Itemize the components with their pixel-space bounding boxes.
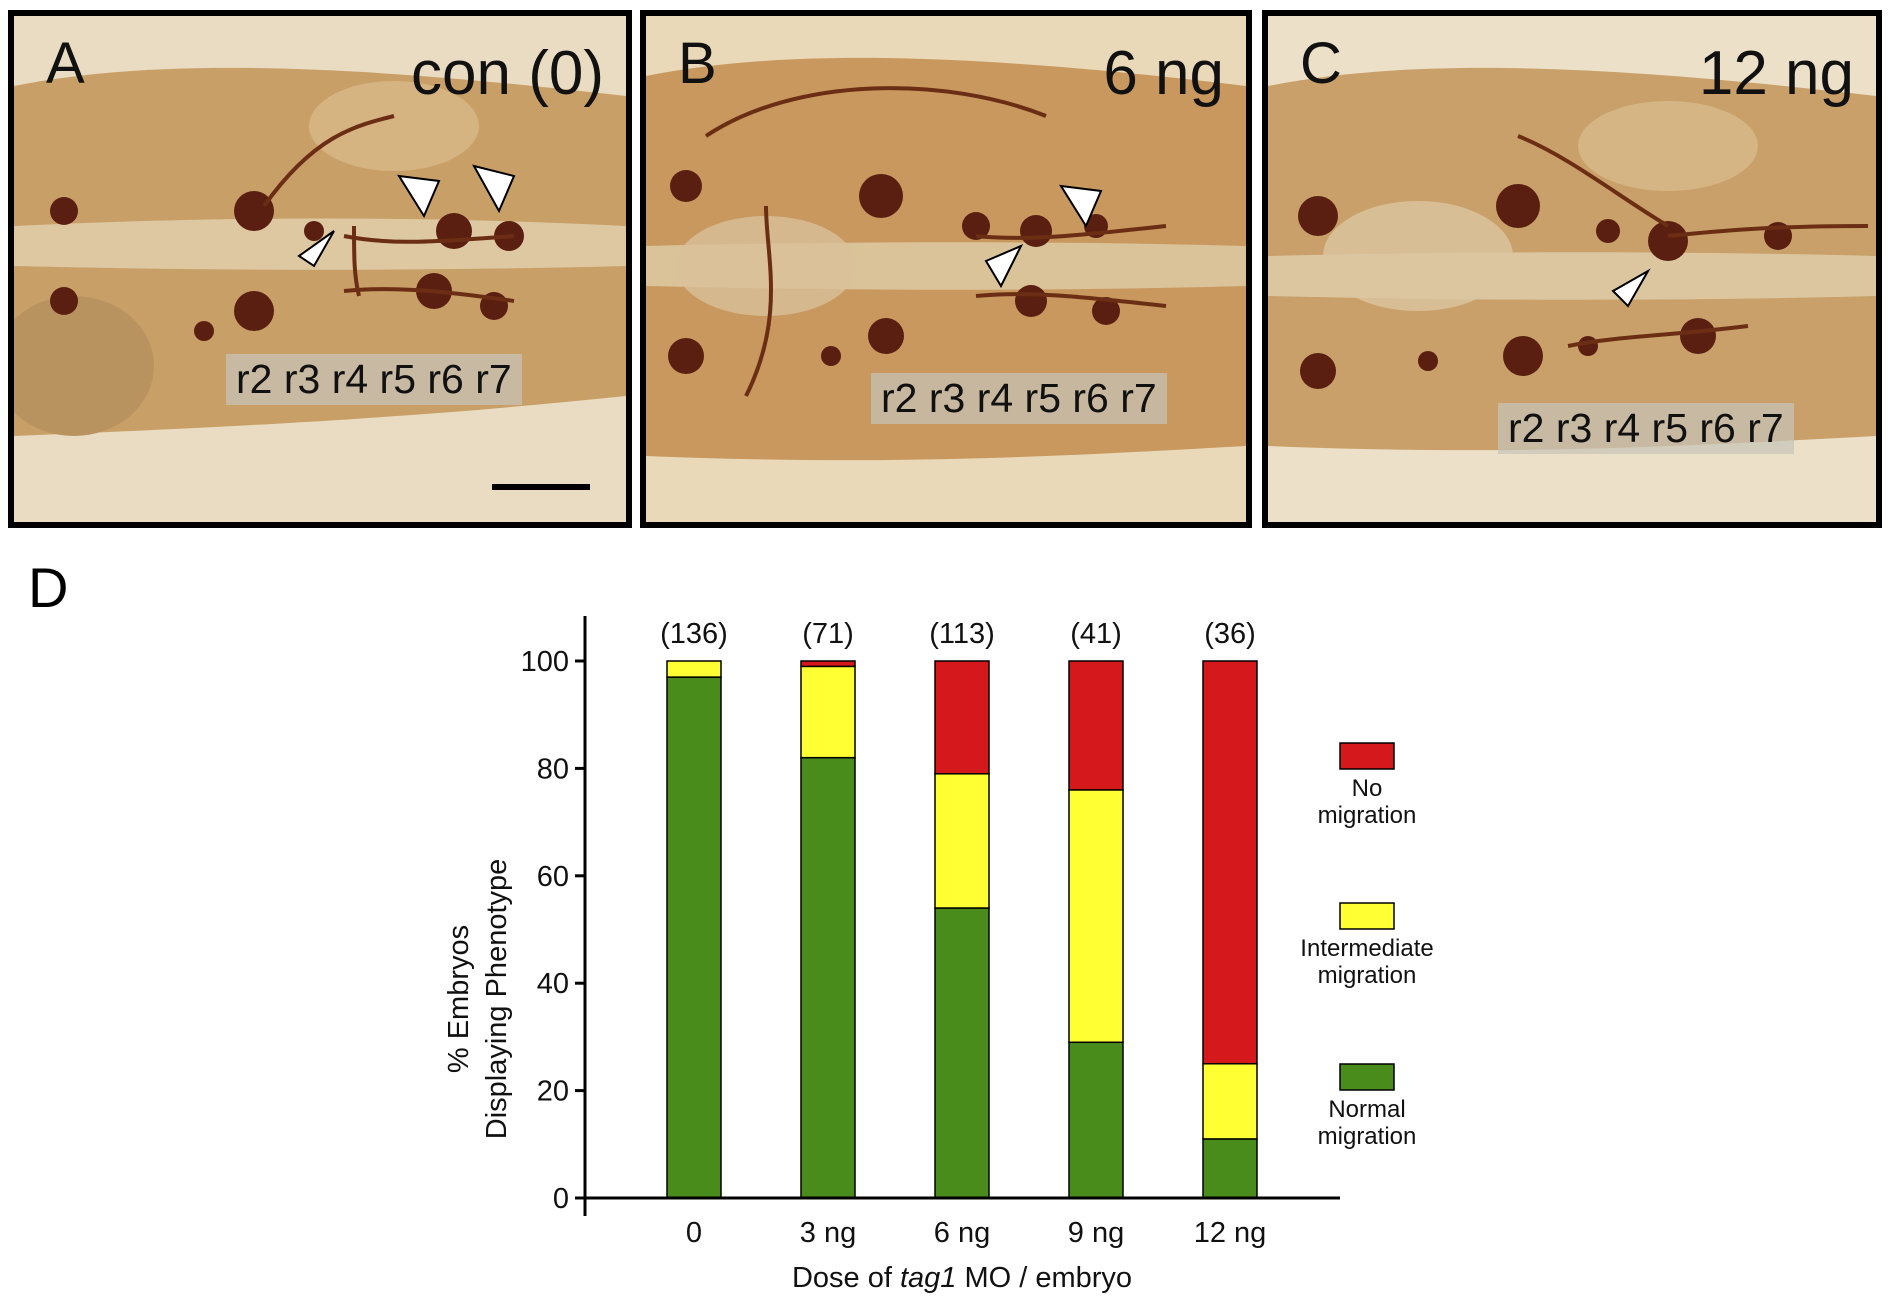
bar-segment-no-migration-4 [1202, 660, 1258, 1065]
panel-dose-label: 6 ng [1103, 39, 1224, 108]
legend-label: migration [1318, 962, 1417, 989]
x-tick-label: 9 ng [1068, 1217, 1124, 1249]
rhombomere-labels: r2 r3 r4 r5 r6 r7 [871, 373, 1167, 424]
y-tick-label: 80 [537, 753, 569, 785]
scale-bar [492, 484, 590, 490]
micrograph-panel-a: A con (0) r2 r3 r4 r5 r6 r7 [8, 10, 632, 528]
micrograph-panel-b: B 6 ng r2 r3 r4 r5 r6 r7 [640, 10, 1252, 528]
bar-count-label: (41) [1070, 618, 1122, 650]
rhombomere-labels: r2 r3 r4 r5 r6 r7 [226, 354, 522, 405]
bar-count-label: (136) [660, 618, 728, 650]
legend-label: No [1352, 775, 1383, 802]
legend-swatch [1339, 1063, 1395, 1091]
bar-segment-normal-migration-4 [1202, 1138, 1258, 1199]
panel-letter: C [1300, 31, 1342, 96]
bar-segment-no-migration-2 [934, 660, 990, 775]
bar-segment-intermediate-migration-1 [800, 665, 856, 759]
stacked-bar-chart: (136) 0 (71) 3 ng (113) 6 ng (41) 9 ng (36) 12 ng… [443, 616, 1434, 1294]
bar-segment-intermediate-migration-3 [1068, 789, 1124, 1044]
panel-letter: B [678, 31, 717, 96]
bar-segment-intermediate-migration-0 [666, 660, 722, 678]
micrograph-image-b [646, 16, 1246, 522]
panel-dose-label: con (0) [411, 39, 604, 108]
legend-label: Intermediate [1300, 935, 1433, 962]
axes-group: 0 20 40 60 80 100 [521, 616, 1340, 1216]
bar-segment-normal-migration-1 [800, 756, 856, 1199]
legend-swatch [1339, 742, 1395, 770]
micrograph-image-c [1268, 16, 1876, 522]
legend-group: NomigrationIntermediatemigrationNormalmi… [1300, 742, 1434, 1150]
bar-segment-intermediate-migration-2 [934, 773, 990, 909]
x-tick-label: 0 [686, 1217, 702, 1249]
legend-label: migration [1318, 1123, 1417, 1150]
bar-segment-normal-migration-3 [1068, 1041, 1124, 1199]
x-axis-label: Dose of tag1 MO / embryo [792, 1262, 1132, 1294]
legend-label: migration [1318, 802, 1417, 829]
panel-letter-d: D [28, 556, 69, 619]
x-tick-label: 12 ng [1194, 1217, 1267, 1249]
y-tick-label: 40 [537, 968, 569, 1000]
x-tick-label: 6 ng [934, 1217, 990, 1249]
y-tick-label: 20 [537, 1076, 569, 1108]
y-tick-label: 0 [553, 1183, 569, 1215]
bar-count-label: (71) [802, 618, 854, 650]
x-axis-label-italic: tag1 [900, 1262, 956, 1294]
rhombomere-labels: r2 r3 r4 r5 r6 r7 [1498, 403, 1794, 454]
bar-segment-intermediate-migration-4 [1202, 1063, 1258, 1140]
micrograph-panel-c: C 12 ng r2 r3 r4 r5 r6 r7 [1262, 10, 1882, 528]
panel-dose-label: 12 ng [1698, 39, 1854, 108]
bar-segment-normal-migration-2 [934, 907, 990, 1199]
bar-count-label: (113) [929, 618, 995, 650]
x-tick-label: 3 ng [800, 1217, 856, 1249]
x-axis-label-suffix: MO / embryo [956, 1262, 1132, 1294]
y-axis-label-line2: Displaying Phenotype [481, 859, 513, 1140]
bar-segment-normal-migration-0 [666, 676, 722, 1199]
y-tick-label: 60 [537, 861, 569, 893]
y-axis-label-line1: % Embryos [443, 925, 475, 1073]
x-axis-label-prefix: Dose of [792, 1262, 900, 1294]
bar-segment-no-migration-3 [1068, 660, 1124, 791]
y-tick-label: 100 [521, 646, 569, 678]
bar-count-label: (36) [1204, 618, 1256, 650]
micrograph-image-a [14, 16, 626, 522]
legend-label: Normal [1328, 1096, 1405, 1123]
bars-group: (136) 0 (71) 3 ng (113) 6 ng (41) 9 ng (36) 12 ng [660, 618, 1266, 1249]
legend-swatch [1339, 902, 1395, 930]
panel-letter: A [46, 31, 85, 96]
bar-segment-no-migration-1 [800, 660, 856, 668]
